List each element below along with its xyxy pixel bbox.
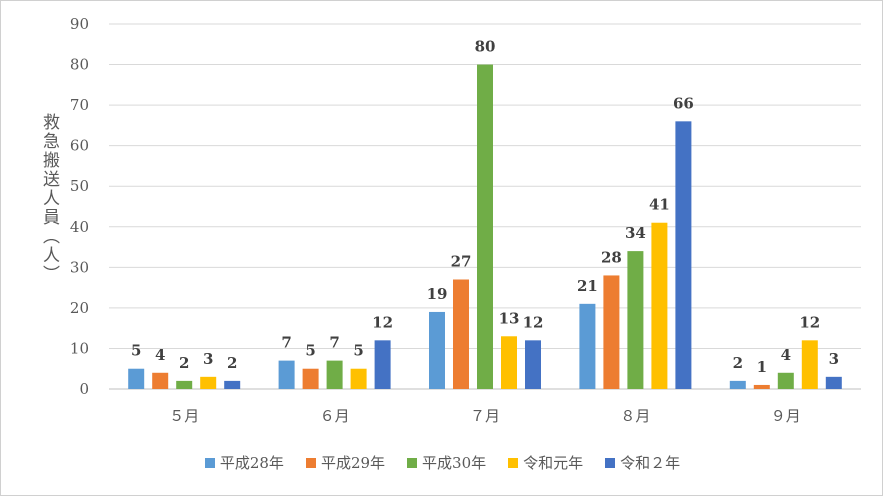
bar (579, 303, 596, 389)
legend-label: 令和元年 (523, 454, 584, 472)
y-tick-label: 30 (70, 258, 89, 276)
data-label: 19 (427, 285, 448, 303)
bar (350, 368, 367, 389)
data-label: 41 (649, 196, 670, 214)
y-tick-label: 90 (70, 15, 89, 33)
legend-swatch (204, 457, 215, 468)
x-category-label: ８月 (620, 407, 650, 425)
data-label: 34 (625, 224, 646, 242)
bar (501, 336, 517, 389)
data-label: 4 (781, 346, 791, 364)
bar (525, 340, 541, 389)
bar (825, 376, 842, 389)
legend-item: 令和元年 (508, 452, 583, 473)
data-label: 2 (227, 354, 237, 372)
legend-label: 平成29年 (320, 454, 386, 472)
y-tick-label: 60 (70, 137, 89, 155)
bar (200, 376, 217, 389)
legend-swatch (508, 457, 519, 468)
data-label: 2 (179, 354, 189, 372)
bar (777, 372, 794, 389)
y-tick-label: 20 (70, 299, 89, 317)
legend-swatch (407, 457, 418, 468)
y-axis-label: 救急搬送人員（人） (39, 113, 59, 284)
y-tick-label: 0 (79, 380, 89, 398)
data-label: 27 (451, 253, 472, 271)
data-label: 4 (155, 346, 165, 364)
bar (627, 251, 644, 389)
bar (302, 368, 319, 389)
y-tick-label: 70 (70, 96, 89, 114)
bar (477, 64, 493, 390)
bar (729, 380, 746, 389)
x-category-label: ６月 (320, 407, 350, 425)
y-tick-label: 50 (70, 177, 89, 195)
data-label: 5 (353, 342, 363, 360)
x-category-label: ７月 (470, 407, 500, 425)
bar (453, 279, 469, 389)
y-tick-label: 40 (70, 218, 89, 236)
data-label: 3 (203, 350, 213, 368)
bar (651, 222, 668, 389)
chart-legend: 平成28年 平成29年 平成30年 令和元年 令和２年 (1, 452, 883, 473)
bar (128, 368, 145, 389)
data-label: 28 (601, 248, 622, 266)
x-category-label: ９月 (771, 407, 801, 425)
legend-item: 平成29年 (305, 452, 386, 473)
bar (753, 384, 770, 389)
legend-label: 平成30年 (422, 454, 487, 472)
data-label: 80 (475, 38, 496, 56)
y-tick-label: 10 (70, 339, 89, 357)
data-label: 2 (733, 354, 743, 372)
bar (801, 340, 818, 389)
bar (152, 372, 169, 389)
data-label: 1 (757, 358, 767, 376)
bar (224, 380, 241, 389)
legend-label: 令和２年 (620, 454, 681, 472)
y-tick-label: 80 (70, 56, 89, 74)
data-label: 5 (131, 342, 141, 360)
bar (374, 340, 391, 389)
legend-swatch (305, 457, 316, 468)
data-label: 21 (577, 277, 598, 295)
legend-swatch (605, 457, 616, 468)
data-label: 12 (799, 313, 820, 331)
data-label: 7 (329, 334, 339, 352)
bar (603, 275, 620, 389)
legend-label: 平成28年 (219, 454, 284, 472)
data-label: 12 (372, 313, 393, 331)
data-label: 13 (499, 309, 520, 327)
legend-item: 令和２年 (605, 452, 680, 473)
data-label: 7 (281, 334, 291, 352)
data-label: 5 (305, 342, 315, 360)
bar (278, 360, 295, 389)
bar (429, 311, 445, 389)
bar (675, 121, 692, 389)
bar (326, 360, 343, 389)
bar (176, 380, 193, 389)
data-label: 12 (523, 313, 544, 331)
x-category-label: ５月 (169, 407, 199, 425)
data-label: 3 (829, 350, 839, 368)
legend-item: 平成30年 (407, 452, 486, 473)
legend-item: 平成28年 (204, 452, 284, 473)
data-label: 66 (673, 94, 694, 112)
